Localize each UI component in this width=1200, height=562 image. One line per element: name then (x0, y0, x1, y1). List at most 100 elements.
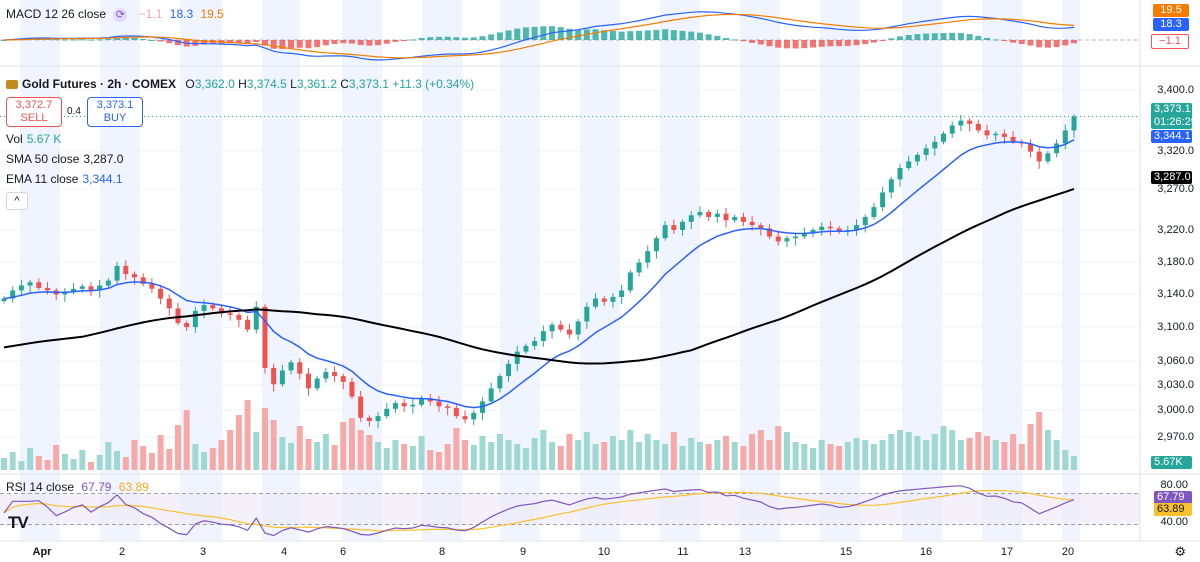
volume-bar (383, 448, 390, 470)
candle-body (453, 407, 459, 417)
volume-bar (1027, 424, 1034, 470)
candle-body (645, 251, 651, 263)
macd-histogram-bar (1010, 40, 1017, 43)
macd-histogram-bar (870, 40, 877, 43)
macd-histogram-bar (531, 26, 538, 40)
time-axis-label: 20 (1061, 546, 1075, 558)
time-axis-label: 3 (199, 546, 207, 558)
candle-body (227, 313, 233, 315)
bar-countdown: 01:26:29 (1154, 116, 1197, 128)
macd-histogram-bar (749, 40, 756, 43)
candle-body (653, 238, 659, 252)
volume-bar (1071, 456, 1077, 470)
macd-histogram-bar (888, 38, 895, 40)
ema-11-line (3, 139, 1075, 409)
price-scale-label: 3,220.0 (1157, 224, 1194, 236)
candle-body (619, 290, 625, 297)
candle-body (236, 314, 242, 320)
volume-bar (348, 418, 355, 470)
candle-body (314, 378, 320, 389)
candle-body (636, 262, 642, 273)
volume-bar (9, 452, 16, 470)
volume-bar (357, 430, 364, 470)
candle-body (514, 351, 520, 364)
volume-bar (183, 410, 190, 470)
spread-value: 0.4 (67, 106, 81, 117)
candle-body (279, 370, 285, 385)
ema-legend[interactable]: EMA 11 close 3,344.1 (6, 172, 123, 186)
macd-signal-box: 19.5 (1153, 4, 1189, 17)
time-axis-label: 11 (677, 546, 689, 558)
rsi-scale-80: 80.00 (1160, 479, 1188, 491)
volume-bar (827, 444, 834, 470)
candle-body (497, 376, 503, 389)
volume-bar (557, 446, 564, 470)
candle-body (740, 216, 746, 222)
volume-bar (366, 435, 373, 470)
candle-body (732, 216, 738, 221)
volume-bar (1044, 430, 1051, 470)
price-scale-label: 3,140.0 (1157, 288, 1194, 300)
volume-bar (540, 430, 547, 470)
macd-histogram-bar (575, 29, 582, 40)
time-axis-label: 15 (839, 546, 853, 558)
macd-hist-box: −1.1 (1151, 34, 1189, 49)
macd-histogram-bar (192, 40, 199, 46)
candle-body (1062, 130, 1068, 144)
sell-button[interactable]: 3,372.7 SELL (6, 97, 62, 127)
macd-histogram-bar (305, 40, 312, 49)
candle-body (914, 154, 920, 162)
candle-body (810, 230, 816, 234)
ema-price-box: 3,344.1 (1151, 130, 1192, 143)
volume-bar (253, 432, 260, 470)
symbol-legend: Gold Futures · 2h · COMEX O3,362.0 H3,37… (6, 76, 474, 92)
candle-body (36, 282, 42, 288)
candle-body (566, 329, 572, 335)
symbol-title[interactable]: Gold Futures · 2h · COMEX (22, 77, 177, 91)
volume-bar (923, 440, 930, 470)
macd-histogram-bar (931, 33, 938, 40)
macd-histogram-bar (270, 40, 277, 49)
candle-body (767, 228, 773, 237)
candle-body (1045, 153, 1051, 162)
sma-legend[interactable]: SMA 50 close 3,287.0 (6, 152, 124, 166)
macd-histogram-bar (740, 40, 747, 42)
candle-body (871, 207, 877, 217)
volume-bar (957, 440, 964, 470)
macd-histogram-bar (522, 27, 529, 40)
macd-histogram-bar (836, 40, 843, 47)
buy-button[interactable]: 3,373.1 BUY (87, 97, 143, 127)
macd-histogram-bar (140, 38, 147, 40)
macd-histogram-bar (714, 35, 721, 40)
candle-body (549, 324, 555, 332)
macd-pane (0, 11, 1140, 61)
macd-signal-value: 19.5 (200, 7, 224, 21)
settings-gear-icon[interactable]: ⚙ (1174, 544, 1186, 559)
candle-body (801, 233, 807, 237)
volume-bar (870, 444, 877, 470)
macd-histogram-bar (783, 40, 790, 49)
macd-histogram-bar (427, 37, 434, 40)
volume-bar (27, 448, 34, 470)
candle-body (44, 287, 50, 291)
time-axis-label: 17 (1000, 546, 1014, 558)
volume-bar (174, 425, 181, 470)
macd-histogram-bar (957, 33, 964, 40)
grid-lines (0, 89, 1140, 438)
candle-body (854, 225, 860, 230)
volume-bar (714, 440, 721, 470)
macd-histogram-bar (653, 29, 660, 40)
volume-legend[interactable]: Vol 5.67 K (6, 132, 62, 146)
moving-averages (3, 139, 1075, 409)
refresh-icon[interactable]: ⟳ (113, 8, 128, 22)
candle-body (488, 388, 494, 402)
candle-body (140, 277, 146, 284)
volume-bar (79, 450, 86, 470)
rsi-pane (0, 485, 1140, 537)
volume-bar (148, 453, 155, 470)
candle-body (584, 306, 590, 322)
ema-value: 3,344.1 (82, 172, 123, 186)
macd-histogram-bar (122, 37, 129, 40)
chevron-up-icon[interactable]: ^ (6, 192, 28, 210)
